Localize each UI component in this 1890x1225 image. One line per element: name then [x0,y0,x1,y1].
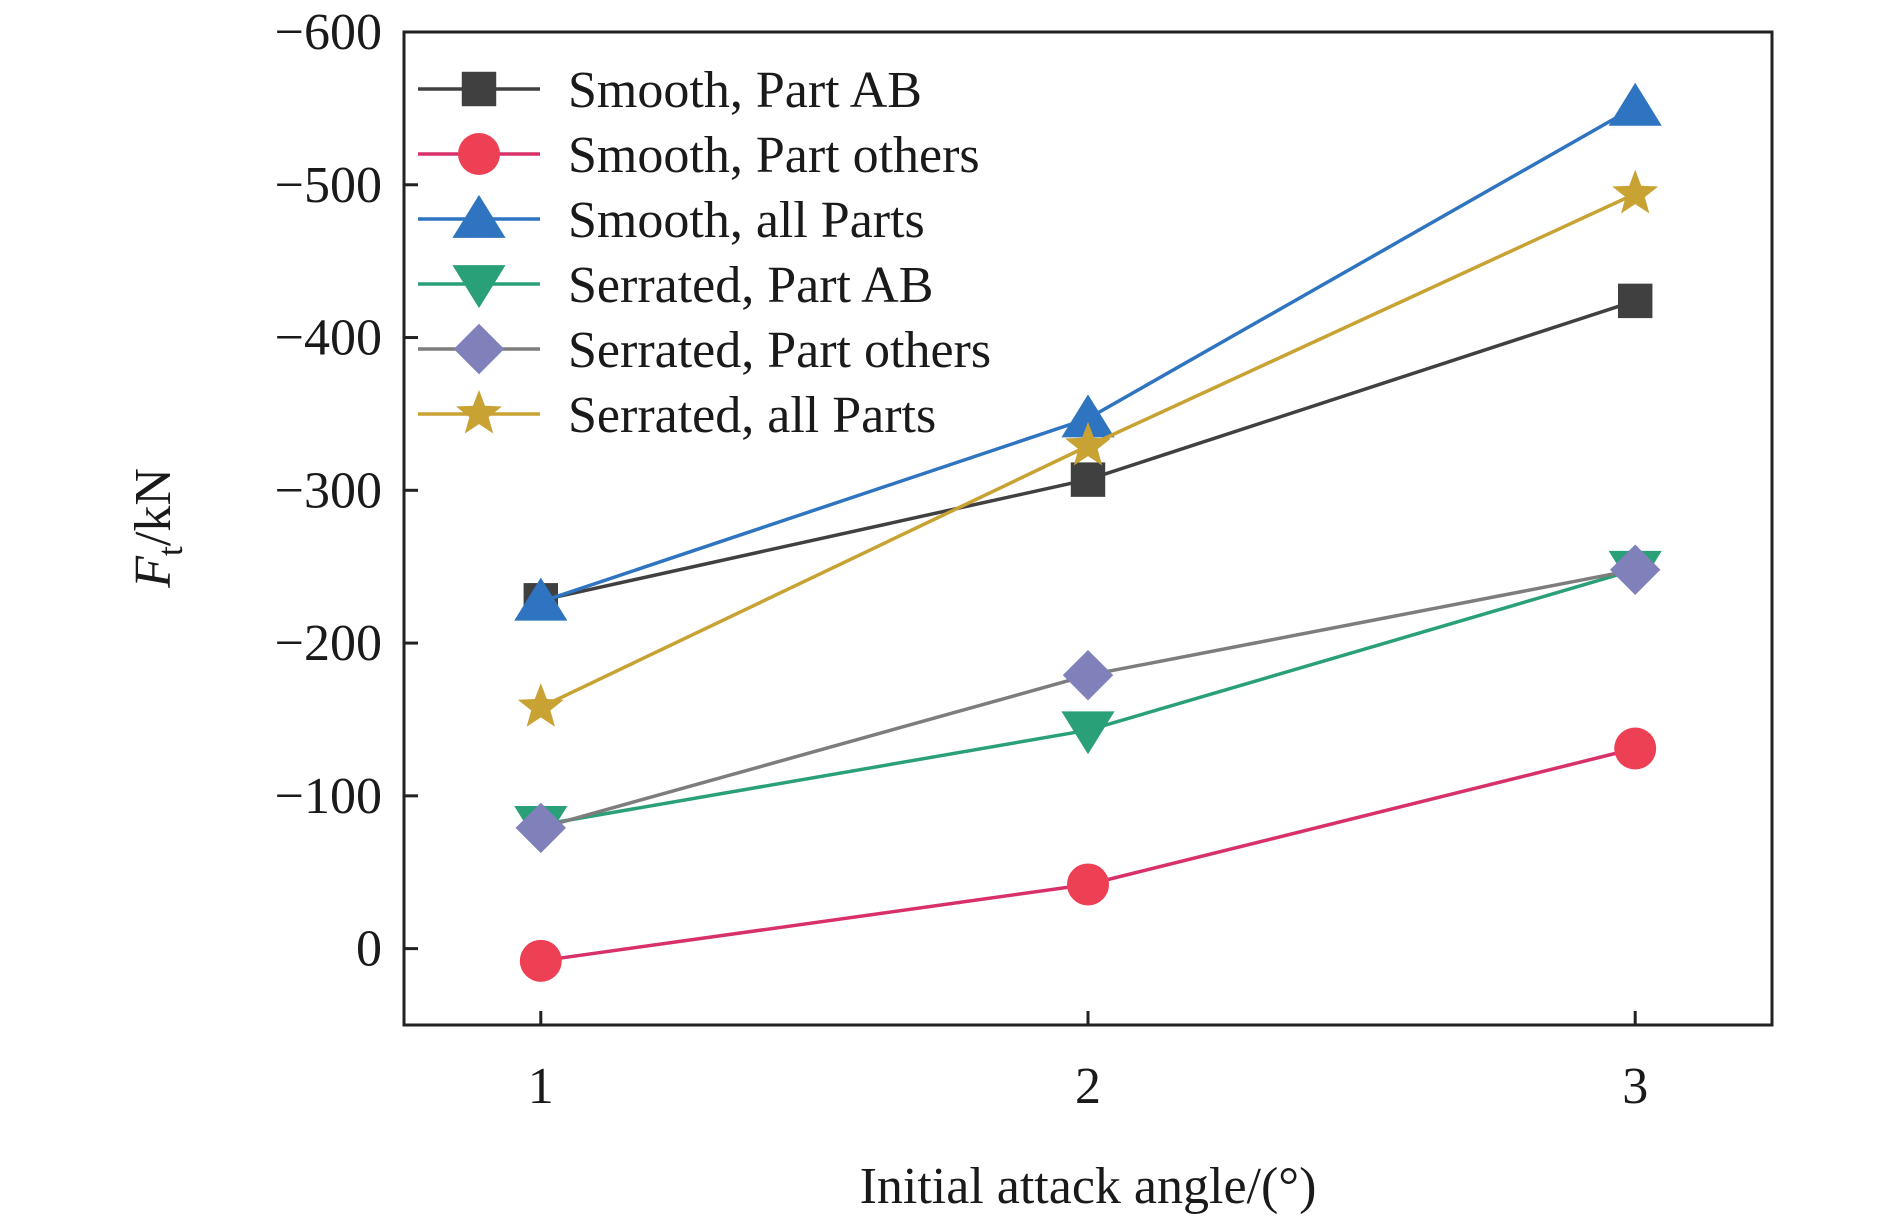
data-point [1061,711,1115,755]
y-tick-label: −300 [275,462,382,519]
legend-item: Smooth, all Parts [418,192,925,249]
data-point [519,939,562,982]
series-5 [517,169,1659,727]
legend-label: Smooth, Part others [568,127,980,184]
x-axis-ticks: 1 2 3 [528,1011,1648,1115]
data-point [515,802,566,854]
y-axis-ticks: 0 −100 −200 −300 −400 −500 −600 [275,4,418,978]
data-point [514,577,568,621]
legend-label: Serrated, Part others [568,322,991,379]
y-axis-title-rest: /kN [125,468,182,546]
data-point [1608,82,1662,126]
legend-item: Smooth, Part others [418,127,980,184]
x-tick-label: 3 [1622,1058,1648,1115]
x-axis-title: Initial attack angle/(°) [860,1158,1317,1215]
data-point [1065,421,1111,466]
legend-label: Serrated, all Parts [568,387,936,444]
data-point [1062,649,1114,701]
legend-marker [458,133,500,175]
legend-item: Smooth, Part AB [418,62,922,119]
y-tick-label: 0 [356,921,382,978]
y-tick-label: −200 [275,615,382,672]
data-point [1610,544,1661,595]
series-layer [514,82,1662,982]
series-4 [515,544,1661,854]
data-point [517,683,564,727]
legend-marker [461,71,497,107]
series-2 [514,82,1662,621]
y-axis-title-sub: t [150,546,190,556]
data-point [1612,169,1659,214]
legend-marker [452,194,506,238]
data-point [1061,394,1115,438]
legend-marker [456,389,502,434]
series-1 [519,727,1657,982]
data-point [1070,462,1106,497]
legend-marker [452,265,506,309]
y-tick-label: −600 [275,4,382,61]
data-point [1617,283,1653,319]
y-tick-label: −500 [275,157,382,214]
data-point [1614,727,1657,770]
legend-item: Serrated, Part others [418,322,991,379]
legend-marker [453,323,505,375]
y-tick-label: −100 [275,768,382,825]
data-point [1067,863,1109,906]
x-tick-label: 2 [1075,1058,1101,1115]
y-tick-label: −400 [275,310,382,367]
legend-item: Serrated, all Parts [418,387,936,444]
x-tick-label: 1 [528,1058,554,1115]
legend-label: Serrated, Part AB [568,257,933,314]
legend: Smooth, Part AB Smooth, Part others Smooth… [418,62,991,444]
y-axis-title: Ft/kN [125,468,190,589]
legend-label: Smooth, Part AB [568,62,922,119]
y-axis-title-main: F [125,555,182,589]
legend-label: Smooth, all Parts [568,192,925,249]
legend-item: Serrated, Part AB [418,257,933,314]
